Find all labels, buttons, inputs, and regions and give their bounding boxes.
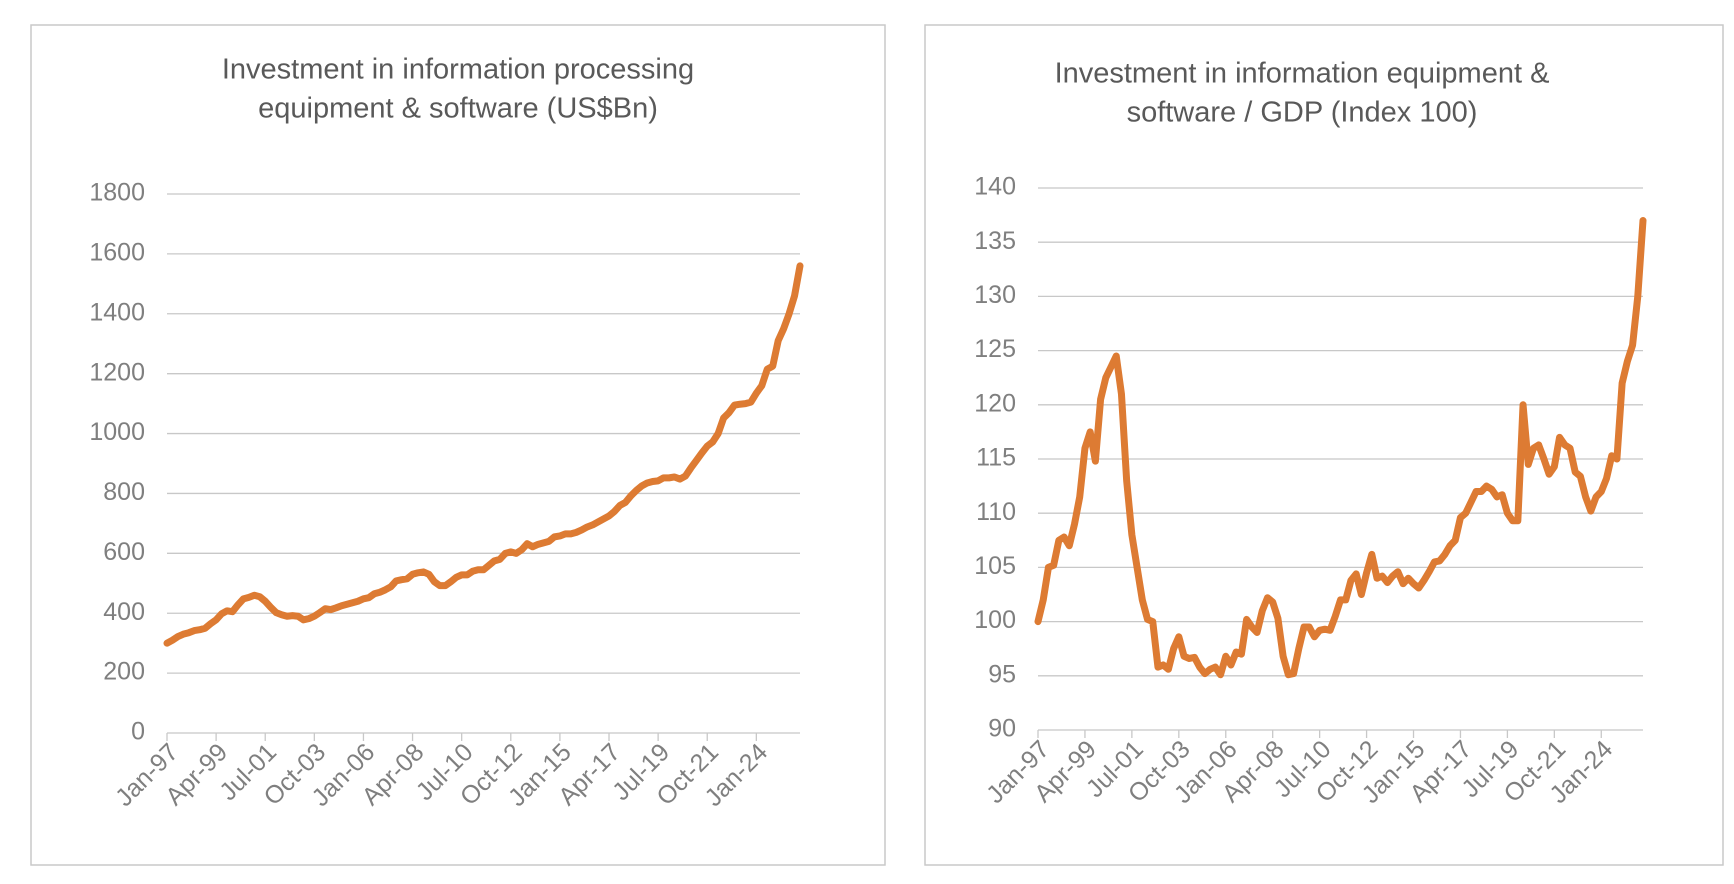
y-tick-label: 1200 [89, 358, 145, 386]
y-tick-label: 400 [103, 598, 145, 626]
y-tick-label: 120 [974, 389, 1016, 417]
data-line [1034, 217, 1647, 679]
y-tick-label: 135 [974, 227, 1016, 255]
data-line [163, 262, 804, 647]
y-tick-label: 600 [103, 538, 145, 566]
y-tick-label: 0 [131, 718, 145, 746]
panel-frame [30, 24, 886, 866]
y-tick-label: 125 [974, 335, 1016, 363]
y-tick-label: 90 [988, 715, 1016, 743]
y-tick-label: 200 [103, 658, 145, 686]
chart-title: equipment & software (US$Bn) [258, 93, 658, 125]
y-tick-label: 1000 [89, 418, 145, 446]
y-tick-label: 800 [103, 478, 145, 506]
y-tick-label: 1600 [89, 238, 145, 266]
y-tick-label: 130 [974, 281, 1016, 309]
chart-title: software / GDP (Index 100) [1127, 97, 1478, 129]
y-tick-label: 115 [976, 444, 1016, 472]
y-tick-label: 110 [976, 498, 1016, 526]
y-tick-label: 1400 [89, 298, 145, 326]
y-tick-label: 105 [974, 552, 1016, 580]
panel-frame [924, 24, 1724, 866]
y-tick-label: 100 [974, 606, 1016, 634]
y-tick-label: 1800 [89, 179, 145, 207]
chart-title: Investment in information processing [222, 54, 694, 86]
y-tick-label: 140 [974, 173, 1016, 201]
y-tick-label: 95 [988, 660, 1016, 688]
chart-title: Investment in information equipment & [1055, 58, 1550, 90]
